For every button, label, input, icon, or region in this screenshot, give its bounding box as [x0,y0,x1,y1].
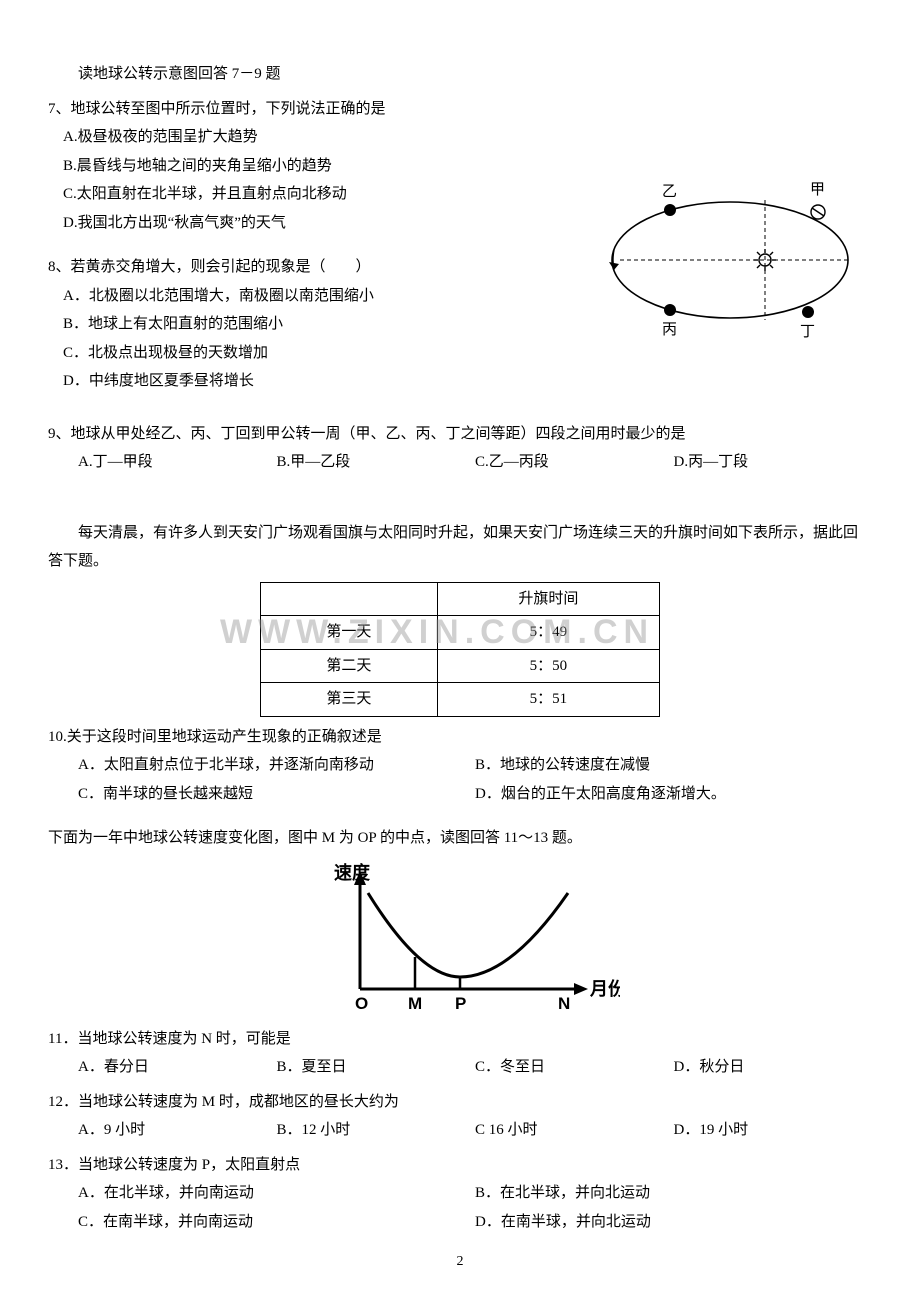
q9-stem: 9、地球从甲处经乙、丙、丁回到甲公转一周（甲、乙、丙、丁之间等距）四段之间用时最… [48,420,872,449]
orbit-diagram: 乙 甲 丙 丁 [600,170,860,350]
q12-opt-a: A．9 小时 [78,1116,277,1145]
r3c2: 5：51 [437,683,659,717]
intro-11-13: 下面为一年中地球公转速度变化图，图中 M 为 OP 的中点，读图回答 11～13… [48,824,872,853]
r2c1: 第二天 [261,649,438,683]
tick-o: O [355,994,368,1013]
q13-opt-d: D．在南半球，并向北运动 [475,1208,872,1237]
tick-m: M [408,994,422,1013]
q13: 13．当地球公转速度为 P，太阳直射点 A．在北半球，并向南运动 B．在北半球，… [48,1151,872,1237]
q10-stem: 10.关于这段时间里地球运动产生现象的正确叙述是 [48,723,872,752]
r1c1: 第一天 [261,616,438,650]
q11-opt-a: A．春分日 [78,1053,277,1082]
ylabel: 速度 [334,862,371,883]
q9-opt-c: C.乙—丙段 [475,448,674,477]
q13-stem: 13．当地球公转速度为 P，太阳直射点 [48,1151,872,1180]
th-time: 升旗时间 [437,582,659,616]
q10-opt-c: C．南半球的昼长越来越短 [78,780,475,809]
q11-opt-b: B．夏至日 [277,1053,476,1082]
tick-p: P [455,994,466,1013]
label-jia: 甲 [810,182,825,198]
intro-10: 每天清晨，有许多人到天安门广场观看国旗与太阳同时升起，如果天安门广场连续三天的升… [48,519,872,576]
q8-opt-d: D．中纬度地区夏季昼将增长 [63,367,872,396]
q13-opt-a: A．在北半球，并向南运动 [78,1179,475,1208]
q13-opt-b: B．在北半球，并向北运动 [475,1179,872,1208]
q7-stem: 7、地球公转至图中所示位置时，下列说法正确的是 [48,95,872,124]
q10-opt-d: D．烟台的正午太阳高度角逐渐增大。 [475,780,872,809]
q11-opt-d: D．秋分日 [674,1053,873,1082]
th-blank [261,582,438,616]
q9-opt-a: A.丁—甲段 [78,448,277,477]
q10-opt-b: B．地球的公转速度在减慢 [475,751,872,780]
q12-stem: 12．当地球公转速度为 M 时，成都地区的昼长大约为 [48,1088,872,1117]
r1c2: 5：49 [437,616,659,650]
q9-opt-d: D.丙—丁段 [674,448,873,477]
q7-opt-a: A.极昼极夜的范围呈扩大趋势 [63,123,872,152]
label-ding: 丁 [800,324,815,340]
q12-opt-b: B．12 小时 [277,1116,476,1145]
q13-opt-c: C．在南半球，并向南运动 [78,1208,475,1237]
q12: 12．当地球公转速度为 M 时，成都地区的昼长大约为 A．9 小时 B．12 小… [48,1088,872,1145]
q11-stem: 11．当地球公转速度为 N 时，可能是 [48,1025,872,1054]
page-number: 2 [0,1249,920,1276]
q9: 9、地球从甲处经乙、丙、丁回到甲公转一周（甲、乙、丙、丁之间等距）四段之间用时最… [48,420,872,477]
q10: 10.关于这段时间里地球运动产生现象的正确叙述是 A．太阳直射点位于北半球，并逐… [48,723,872,809]
speed-graph: 速度 月份 O M P N [300,859,620,1019]
q12-opt-d: D．19 小时 [674,1116,873,1145]
xlabel: 月份 [589,978,620,999]
r3c1: 第三天 [261,683,438,717]
q12-opt-c: C 16 小时 [475,1116,674,1145]
q11-opt-c: C．冬至日 [475,1053,674,1082]
r2c2: 5：50 [437,649,659,683]
label-bing: 丙 [662,322,677,338]
q10-opt-a: A．太阳直射点位于北半球，并逐渐向南移动 [78,751,475,780]
flag-time-table: WWW.ZIXIN.COM.CN 升旗时间 第一天 5：49 第二天 5：50 … [260,582,660,717]
tick-n: N [558,994,570,1013]
intro-7-9: 读地球公转示意图回答 7－9 题 [48,60,872,89]
label-yi: 乙 [662,184,677,200]
q11: 11．当地球公转速度为 N 时，可能是 A．春分日 B．夏至日 C．冬至日 D．… [48,1025,872,1082]
q9-opt-b: B.甲—乙段 [277,448,476,477]
